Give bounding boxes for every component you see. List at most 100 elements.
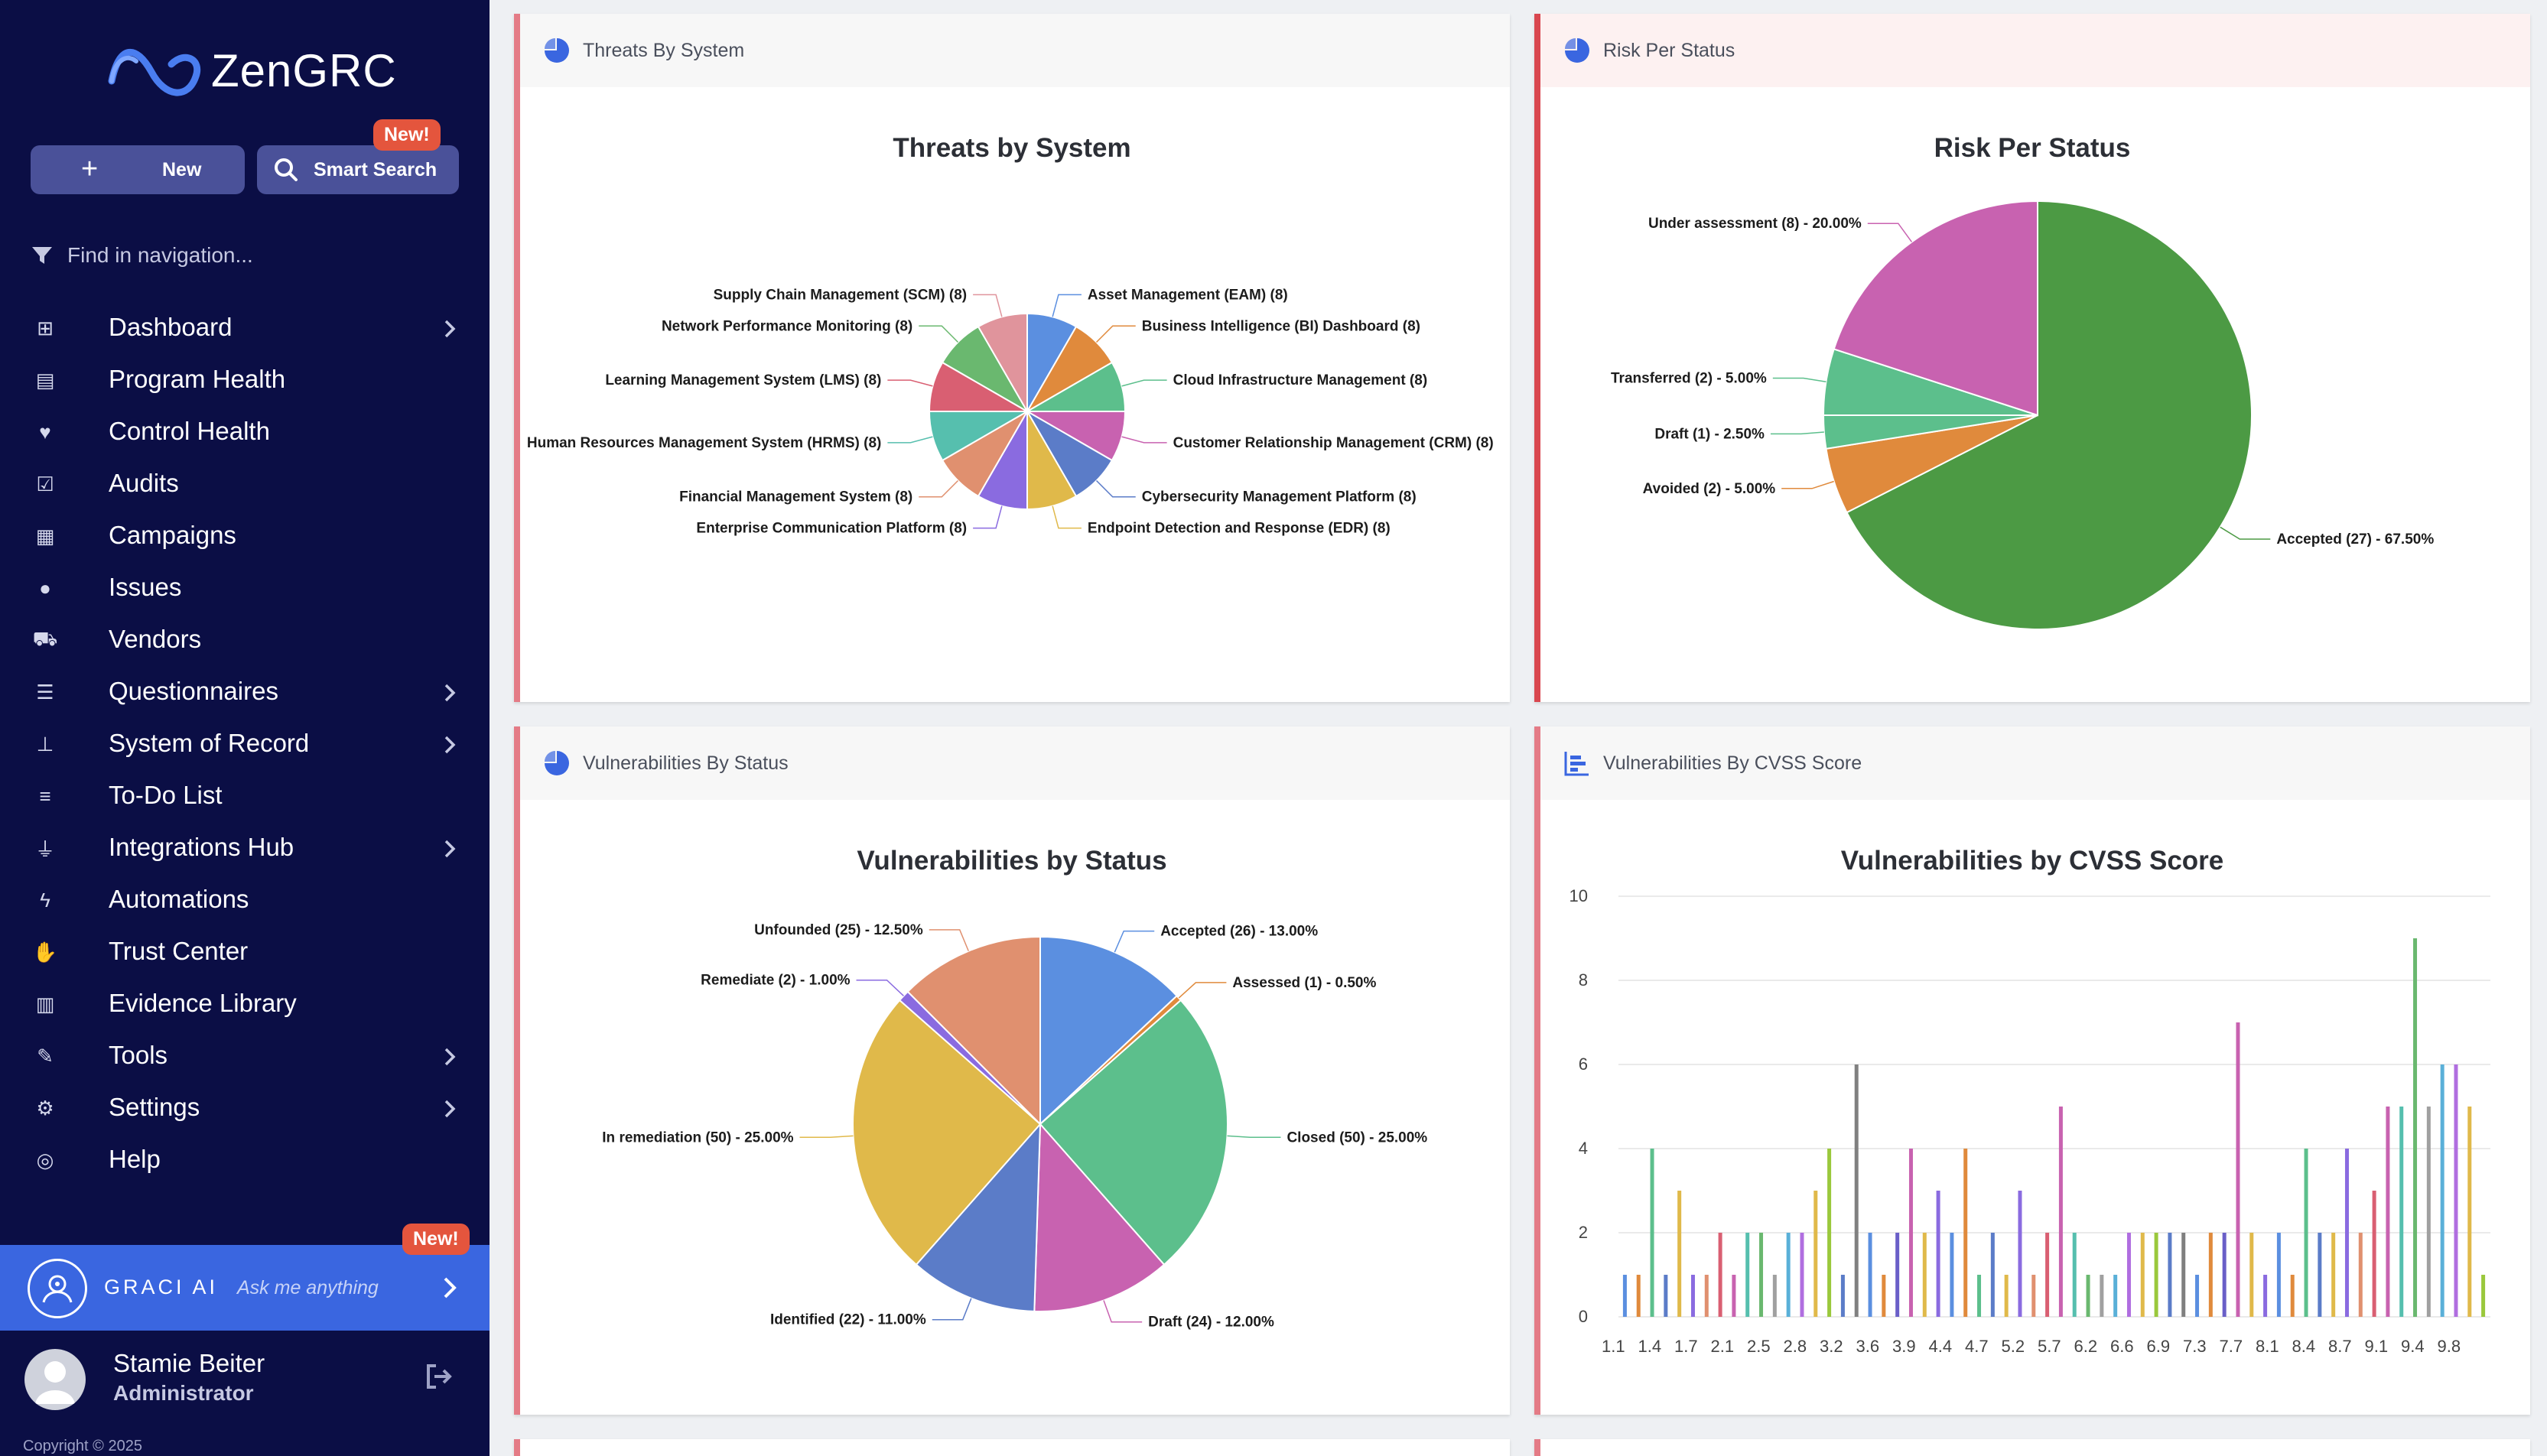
cvss-bar[interactable] xyxy=(1908,1149,1913,1317)
cvss-bar[interactable] xyxy=(1868,1233,1872,1317)
pie-slice-supply-chain-management-scm-8[interactable] xyxy=(977,312,1028,414)
cvss-bar[interactable] xyxy=(1622,1275,1627,1317)
cvss-bar[interactable] xyxy=(2249,1233,2254,1317)
pie-slice-accepted-26-13-00[interactable] xyxy=(1039,935,1179,1126)
cvss-bar[interactable] xyxy=(1690,1275,1695,1317)
cvss-bar[interactable] xyxy=(2344,1149,2349,1317)
cvss-bar[interactable] xyxy=(2413,938,2418,1317)
sidebar-item-to-do-list[interactable]: ≡ To-Do List xyxy=(0,769,490,821)
cvss-bar[interactable] xyxy=(1977,1275,1982,1317)
cvss-bar[interactable] xyxy=(2195,1275,2200,1317)
cvss-bar[interactable] xyxy=(1704,1275,1709,1317)
sidebar-item-control-health[interactable]: ♥ Control Health xyxy=(0,405,490,457)
cvss-bar[interactable] xyxy=(2140,1233,2145,1317)
cvss-bar[interactable] xyxy=(1664,1275,1668,1317)
sidebar-item-issues[interactable]: ● Issues xyxy=(0,561,490,613)
cvss-bar[interactable] xyxy=(1800,1233,1804,1317)
cvss-bar[interactable] xyxy=(1772,1275,1777,1317)
cvss-bar[interactable] xyxy=(2004,1275,2009,1317)
cvss-bar[interactable] xyxy=(1936,1191,1940,1317)
sidebar-item-vendors[interactable]: ⛟ Vendors xyxy=(0,613,490,665)
pie-slice-accepted-27-67-50[interactable] xyxy=(1846,200,2253,630)
cvss-bar[interactable] xyxy=(2331,1233,2336,1317)
cvss-bar[interactable] xyxy=(2440,1064,2445,1317)
cvss-bar[interactable] xyxy=(2018,1191,2022,1317)
pie-slice-closed-50-25-00[interactable] xyxy=(1039,999,1228,1266)
cvss-bar[interactable] xyxy=(2113,1275,2118,1317)
pie-slice-in-remediation-50-25-00[interactable] xyxy=(852,999,1042,1266)
new-button[interactable]: + New xyxy=(31,145,245,194)
cvss-bar[interactable] xyxy=(2372,1191,2376,1317)
cvss-bar[interactable] xyxy=(2045,1233,2050,1317)
cvss-bar[interactable] xyxy=(2290,1275,2295,1317)
cvss-bar[interactable] xyxy=(1854,1064,1859,1317)
cvss-bar[interactable] xyxy=(2222,1233,2227,1317)
cvss-bar[interactable] xyxy=(1732,1275,1736,1317)
cvss-bar[interactable] xyxy=(2304,1149,2308,1317)
cvss-bar[interactable] xyxy=(2126,1233,2131,1317)
cvss-bar[interactable] xyxy=(1650,1149,1654,1317)
cvss-bar[interactable] xyxy=(2181,1233,2186,1317)
pie-slice-identified-22-11-00[interactable] xyxy=(915,1122,1042,1312)
cvss-bar[interactable] xyxy=(2426,1107,2431,1317)
cvss-bar[interactable] xyxy=(1759,1233,1764,1317)
cvss-bar[interactable] xyxy=(1786,1233,1791,1317)
cvss-bar[interactable] xyxy=(2358,1233,2363,1317)
pie-slice-unfounded-25-12-50[interactable] xyxy=(906,935,1041,1126)
cvss-bar[interactable] xyxy=(1922,1233,1927,1317)
cvss-bar[interactable] xyxy=(1963,1149,1968,1317)
sidebar-item-settings[interactable]: ⚙ Settings xyxy=(0,1081,490,1133)
cvss-bar[interactable] xyxy=(2058,1107,2063,1317)
find-in-navigation[interactable]: Find in navigation... xyxy=(31,243,253,268)
sidebar-item-integrations-hub[interactable]: ⏚ Integrations Hub xyxy=(0,821,490,873)
cvss-bar[interactable] xyxy=(2236,1022,2240,1317)
sidebar-item-questionnaires[interactable]: ☰ Questionnaires xyxy=(0,665,490,717)
x-tick-label: 6.2 xyxy=(2074,1337,2098,1356)
cvss-bar[interactable] xyxy=(2276,1233,2281,1317)
file-icon: ▤ xyxy=(35,368,55,392)
sidebar-item-help[interactable]: ◎ Help xyxy=(0,1133,490,1185)
sidebar-item-dashboard[interactable]: ⊞ Dashboard xyxy=(0,301,490,353)
cvss-bar[interactable] xyxy=(2208,1233,2213,1317)
cvss-bar[interactable] xyxy=(2454,1064,2458,1317)
chevron-right-icon xyxy=(444,1100,456,1118)
cvss-bar[interactable] xyxy=(2467,1107,2472,1317)
sidebar-item-automations[interactable]: ϟ Automations xyxy=(0,873,490,925)
sidebar-item-campaigns[interactable]: ▦ Campaigns xyxy=(0,509,490,561)
cvss-bar[interactable] xyxy=(1990,1233,1995,1317)
cvss-bar[interactable] xyxy=(2481,1275,2486,1317)
sidebar-item-system-of-record[interactable]: ⊥ System of Record xyxy=(0,717,490,769)
pie-slice-draft-24-12-00[interactable] xyxy=(1033,1122,1166,1312)
cvss-bar[interactable] xyxy=(1745,1233,1750,1317)
cvss-bar[interactable] xyxy=(2100,1275,2104,1317)
sidebar-item-tools[interactable]: ✎ Tools xyxy=(0,1029,490,1081)
zengrc-logo[interactable]: ZenGRC xyxy=(106,37,396,106)
sidebar-item-trust-center[interactable]: ✋ Trust Center xyxy=(0,925,490,977)
cvss-bar[interactable] xyxy=(1718,1233,1722,1317)
cvss-bar[interactable] xyxy=(1677,1191,1682,1317)
cvss-bar[interactable] xyxy=(2086,1275,2090,1317)
cvss-bar[interactable] xyxy=(2072,1233,2077,1317)
sidebar-item-audits[interactable]: ☑ Audits xyxy=(0,457,490,509)
cvss-bar[interactable] xyxy=(1895,1233,1900,1317)
sidebar-item-program-health[interactable]: ▤ Program Health xyxy=(0,353,490,405)
cvss-bar[interactable] xyxy=(2154,1233,2158,1317)
cvss-bar[interactable] xyxy=(2318,1233,2322,1317)
cvss-bar[interactable] xyxy=(2386,1107,2390,1317)
cvss-bar[interactable] xyxy=(2399,1107,2404,1317)
logout-icon[interactable] xyxy=(424,1363,454,1390)
avatar[interactable] xyxy=(24,1349,86,1410)
graci-ai-bar[interactable]: GRACI AI Ask me anything xyxy=(0,1245,490,1331)
sidebar-item-label: Questionnaires xyxy=(109,677,278,705)
cvss-bar[interactable] xyxy=(2263,1275,2268,1317)
smart-search-button[interactable]: Smart Search xyxy=(257,145,459,194)
cvss-bar[interactable] xyxy=(1840,1275,1845,1317)
cvss-bar[interactable] xyxy=(1827,1149,1832,1317)
cvss-bar[interactable] xyxy=(2031,1275,2036,1317)
cvss-bar[interactable] xyxy=(1813,1191,1818,1317)
cvss-bar[interactable] xyxy=(1882,1275,1886,1317)
sidebar-item-evidence-library[interactable]: ▥ Evidence Library xyxy=(0,977,490,1029)
cvss-bar[interactable] xyxy=(1636,1275,1641,1317)
cvss-bar[interactable] xyxy=(2168,1233,2172,1317)
cvss-bar[interactable] xyxy=(1950,1233,1954,1317)
